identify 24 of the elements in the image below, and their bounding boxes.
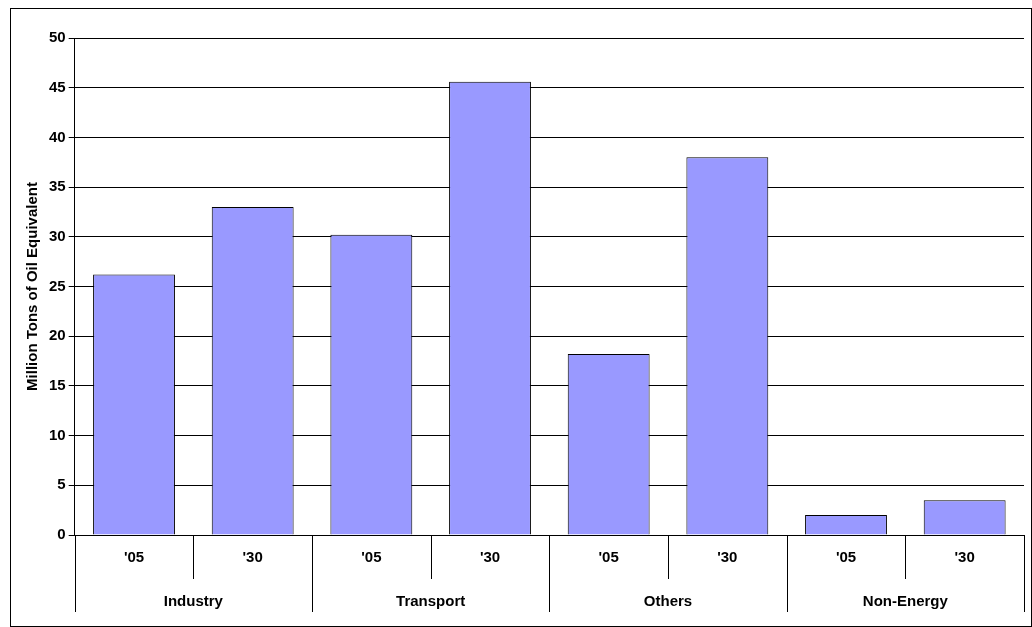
- x-tick-label: '05: [598, 548, 619, 566]
- y-tick-label: 35: [49, 177, 66, 195]
- y-tick-label: 30: [49, 226, 66, 244]
- y-tick-label: 5: [57, 475, 66, 493]
- y-axis-title: Million Tons of Oil Equivalent: [23, 182, 41, 391]
- y-tick-label: 10: [49, 425, 66, 443]
- x-tick-label: '05: [361, 548, 382, 566]
- x-tick-label: '30: [242, 548, 263, 566]
- text: Industry: [163, 592, 224, 610]
- text: Transport: [396, 592, 466, 610]
- y-tick-label: 0: [57, 525, 66, 543]
- y-tick-label: 20: [49, 326, 66, 344]
- y-tick-label: 40: [49, 127, 66, 145]
- x-tick-label: '30: [717, 548, 738, 566]
- x-tick-label: '30: [954, 548, 975, 566]
- y-tick-label: 45: [49, 77, 66, 95]
- x-tick-label: '05: [835, 548, 857, 566]
- y-tick-label: 15: [49, 376, 66, 394]
- text: Others: [643, 592, 693, 610]
- x-tick-label: '05: [123, 548, 145, 566]
- y-tick-label: 25: [49, 276, 66, 294]
- y-tick-label: 50: [49, 28, 66, 46]
- x-tick-label: '30: [479, 548, 501, 566]
- text: Non-Energy: [862, 592, 949, 610]
